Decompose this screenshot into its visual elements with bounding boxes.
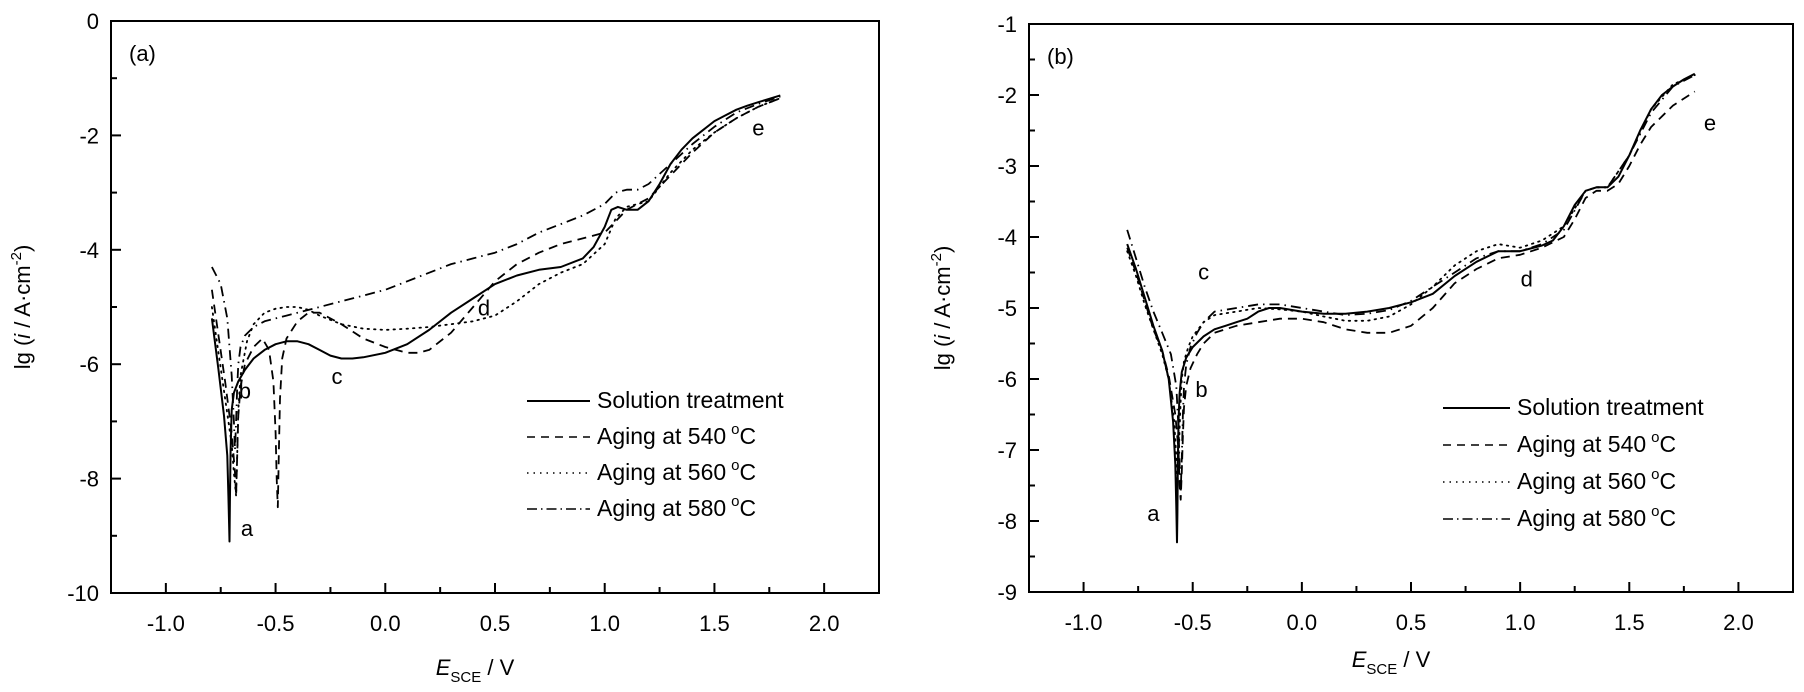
legend-label: Aging at 560 oC (597, 457, 756, 485)
panel-a: -1.0 -0.5 0.0 0.5 1.0 1.5 2.0 0 -2 -4 -6 -8 -10 ESCE … (8, 9, 880, 686)
x-tick-label: 1.5 (1614, 610, 1645, 635)
x-tick-label: 0.0 (370, 611, 401, 636)
plot-frame (1028, 23, 1794, 593)
legend: Solution treatment Aging at 540 oC Aging at… (527, 387, 784, 521)
curve-annotation-e: e (752, 115, 764, 140)
curve-annotation-b: b (239, 379, 251, 404)
x-tick-label: -1.0 (1065, 610, 1103, 635)
x-axis-title: ESCE / V (1352, 647, 1431, 678)
x-axis-title: ESCE / V (436, 655, 515, 686)
y-tick-label: -4 (79, 238, 99, 263)
y-tick-label: -8 (79, 467, 99, 492)
legend: Solution treatment Aging at 540 oC Aging at… (1443, 394, 1704, 531)
x-tick-label: 1.5 (699, 611, 730, 636)
curve-annotation-c: c (1198, 260, 1209, 285)
legend-label: Aging at 580 oC (597, 493, 756, 521)
legend-label: Solution treatment (1517, 394, 1704, 420)
x-tick-label: -1.0 (147, 611, 185, 636)
y-tick-label: -2 (997, 83, 1017, 108)
x-tick-label: 0.5 (480, 611, 511, 636)
y-tick-label: -5 (997, 296, 1017, 321)
legend-label: Solution treatment (597, 387, 784, 413)
series-line-dashdot (1126, 74, 1696, 494)
x-tick-label: -0.5 (1174, 610, 1212, 635)
y-tick-label: -4 (997, 225, 1017, 250)
curve-annotation-d: d (1521, 267, 1533, 292)
panel-b: -1.0 -0.5 0.0 0.5 1.0 1.5 2.0 -1 -2 -3 -4 -5 -6 -7 -8 -… (928, 12, 1794, 678)
series-line-solid (210, 94, 781, 543)
x-tick-label: 0.5 (1396, 610, 1427, 635)
legend-label: Aging at 540 oC (1517, 429, 1676, 457)
legend-label: Aging at 580 oC (1517, 503, 1676, 531)
series-line-dotted (211, 97, 782, 497)
x-tick-label: 1.0 (1505, 610, 1536, 635)
x-tick-label: 0.0 (1287, 610, 1318, 635)
legend-label: Aging at 540 oC (597, 421, 756, 449)
series-line-dotted (1126, 74, 1696, 487)
y-tick-label: -9 (997, 580, 1017, 605)
y-tick-label: -2 (79, 123, 99, 148)
x-tick-label: 1.0 (589, 611, 620, 636)
y-tick-label: -10 (67, 581, 99, 606)
y-tick-label: -8 (997, 509, 1017, 534)
y-tick-label: -6 (997, 367, 1017, 392)
curve-annotation-e: e (1704, 111, 1716, 136)
series-line-dashed (1126, 90, 1696, 501)
curve-annotation-c: c (332, 364, 343, 389)
x-tick-label: -0.5 (257, 611, 295, 636)
plot-frame (110, 20, 880, 594)
panel-label: (b) (1047, 44, 1074, 69)
curve-annotation-b: b (1195, 377, 1207, 402)
x-tick-label: 2.0 (809, 611, 840, 636)
y-tick-label: -1 (997, 12, 1017, 37)
y-axis-title: lg (i / A·cm-2) (8, 245, 35, 370)
curve-annotation-a: a (241, 516, 254, 541)
y-tick-label: -3 (997, 154, 1017, 179)
y-tick-label: -7 (997, 438, 1017, 463)
curve-annotation-a: a (1147, 501, 1160, 526)
series-line-dashdot (211, 95, 781, 451)
panel-label: (a) (129, 41, 156, 66)
legend-label: Aging at 560 oC (1517, 466, 1676, 494)
x-tick-label: 2.0 (1723, 610, 1754, 635)
y-tick-label: 0 (87, 9, 99, 34)
y-tick-label: -6 (79, 352, 99, 377)
curve-annotation-d: d (478, 296, 490, 321)
series-line-dashed (211, 97, 781, 509)
y-axis-title: lg (i / A·cm-2) (928, 246, 955, 371)
